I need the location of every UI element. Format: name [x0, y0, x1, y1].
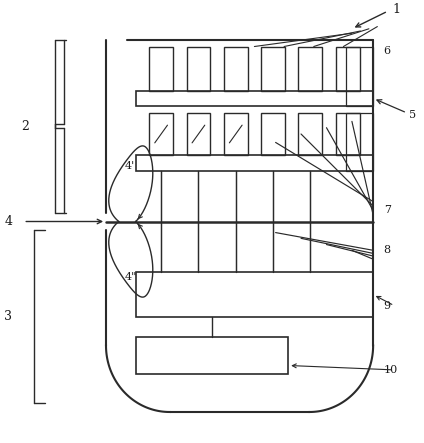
Bar [187, 113, 210, 155]
Text: 4': 4' [125, 161, 135, 171]
Bar [346, 47, 373, 106]
Text: 9: 9 [384, 301, 391, 311]
Bar [298, 113, 322, 155]
Text: 1: 1 [392, 3, 400, 16]
Text: 6: 6 [384, 46, 391, 56]
Bar [136, 91, 373, 106]
Text: 3: 3 [4, 310, 12, 323]
Bar [336, 113, 360, 155]
Text: 4: 4 [4, 215, 12, 228]
Bar [224, 113, 248, 155]
Text: 10: 10 [384, 365, 398, 375]
Bar [187, 47, 210, 91]
Text: 2: 2 [21, 120, 29, 133]
Text: 8: 8 [384, 245, 391, 255]
Bar [336, 47, 360, 91]
Bar [136, 337, 288, 374]
Bar [261, 47, 285, 91]
Text: 4": 4" [125, 272, 137, 282]
Bar [149, 113, 173, 155]
Bar [261, 113, 285, 155]
Bar [136, 155, 373, 171]
Bar [149, 47, 173, 91]
Bar [298, 47, 322, 91]
Text: 5: 5 [409, 110, 416, 120]
Bar [136, 272, 373, 317]
Text: 7: 7 [384, 206, 391, 215]
Bar [346, 113, 373, 171]
Bar [224, 47, 248, 91]
